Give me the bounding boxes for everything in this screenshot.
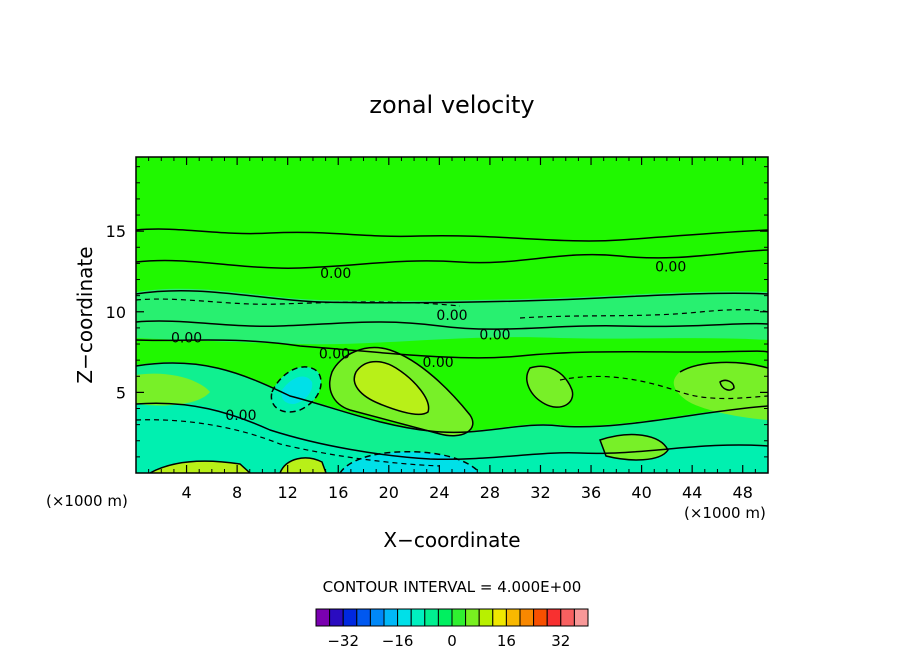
y-axis-ticks: 5 10 15	[106, 166, 768, 458]
contour-line-negative-pocket	[270, 366, 322, 413]
colorbar-swatch	[519, 608, 535, 627]
contour-line-blob	[329, 346, 474, 437]
contour-label: 0.00	[423, 355, 454, 371]
colorbar-swatch	[573, 608, 589, 627]
x-tick-label: 16	[328, 483, 348, 502]
colorbar-swatch	[315, 608, 331, 627]
contour-label: 0.00	[479, 327, 510, 343]
contour-line-right-patch	[679, 361, 768, 373]
x-tick-label: 28	[480, 483, 500, 502]
colorbar-swatch	[465, 608, 480, 627]
fill-negative-core	[281, 376, 313, 404]
contour-line-bottom-right	[599, 433, 669, 461]
dashed-line-2	[519, 309, 768, 319]
x-unit-right: (×1000 m)	[684, 504, 766, 522]
colorbar-swatch	[342, 608, 358, 627]
fill-bottom-positive-right	[600, 434, 668, 460]
colorbar-swatch	[383, 608, 399, 627]
x-axis-ticks: 4 8 12 16 20 24 28 32 36 40 44 48	[148, 157, 769, 502]
colorbar-swatch	[329, 608, 344, 627]
fill-bottom-positive-mid	[280, 457, 326, 473]
contour-label: 0.00	[225, 408, 256, 424]
colorbar-tick-label: 0	[447, 632, 457, 650]
colorbar-swatch	[546, 608, 562, 627]
plot-area: 0.00 0.00 0.00 0.00 0.00 0.00 0.00 0.00	[135, 156, 769, 474]
contour-line-12km	[136, 249, 768, 269]
x-tick-label: 36	[581, 483, 601, 502]
fill-positive-right	[673, 362, 768, 420]
colorbar-swatch	[451, 608, 467, 627]
contour-label: 0.00	[171, 331, 202, 347]
colorbar-tick-label: 16	[497, 632, 516, 650]
contour-label: 0.00	[319, 347, 350, 363]
chart-title: zonal velocity	[369, 91, 534, 119]
colorbar-swatch	[478, 608, 494, 627]
colorbar-swatch	[437, 608, 453, 627]
contour-line-bottom-left	[149, 460, 251, 473]
colorbar	[315, 608, 589, 627]
y-axis-label: Z−coordinate	[73, 246, 97, 383]
contour-line-bottom-mid	[279, 457, 327, 473]
colorbar-tick-label: −16	[382, 632, 414, 650]
fill-positive-left	[136, 373, 210, 406]
x-tick-label: 40	[631, 483, 651, 502]
dashed-line-3	[136, 419, 441, 467]
colorbar-swatch	[410, 608, 426, 627]
fill-positive-core	[354, 361, 429, 415]
fill-bottom-negative	[340, 451, 480, 473]
contour-label: 0.00	[320, 266, 351, 282]
colorbar-swatch	[533, 608, 548, 627]
contour-line-mid-patch	[526, 365, 574, 408]
contour-line-10km	[136, 320, 768, 330]
contour-line-upper	[136, 228, 768, 242]
contour-line-bottom	[136, 402, 768, 461]
contour-line-bottom-negative	[339, 450, 481, 473]
colorbar-swatch	[560, 608, 575, 627]
colorbar-swatch	[505, 608, 521, 627]
x-tick-label: 24	[429, 483, 449, 502]
y-tick-label: 10	[106, 303, 126, 322]
x-tick-label: 32	[530, 483, 550, 502]
contour-line-8km	[136, 339, 768, 359]
colorbar-swatch	[397, 608, 412, 627]
x-unit-left: (×1000 m)	[46, 492, 128, 510]
x-tick-label: 44	[682, 483, 702, 502]
contour-lines	[136, 228, 768, 473]
contour-label: 0.00	[436, 308, 467, 324]
colorbar-swatch	[356, 608, 371, 627]
contour-interval-text: CONTOUR INTERVAL = 4.000E+00	[323, 578, 582, 596]
dashed-line-1	[136, 298, 461, 307]
contour-line-mid-upper	[136, 290, 768, 304]
dashed-contours	[136, 298, 768, 467]
x-tick-label: 12	[278, 483, 298, 502]
contour-labels: 0.00 0.00 0.00 0.00 0.00 0.00 0.00 0.00	[171, 260, 686, 424]
x-tick-label: 8	[232, 483, 242, 502]
fill-positive-mid	[526, 366, 573, 408]
colorbar-tick-label: 32	[551, 632, 570, 650]
x-tick-label: 4	[181, 483, 191, 502]
fill-band-mid	[136, 288, 768, 345]
colorbar-tick-label: −32	[327, 632, 359, 650]
contour-fills	[136, 288, 768, 473]
x-tick-label: 48	[733, 483, 753, 502]
y-tick-label: 15	[106, 222, 126, 241]
dashed-line-4	[559, 375, 768, 400]
colorbar-swatch	[492, 608, 507, 627]
contour-line-blob-core	[353, 360, 430, 416]
y-tick-label: 5	[116, 383, 126, 402]
contour-label: 0.00	[655, 260, 686, 276]
colorbar-swatch	[369, 608, 385, 627]
colorbar-swatch	[424, 608, 439, 627]
x-axis-label: X−coordinate	[383, 528, 520, 552]
contour-line-small-loop	[719, 379, 735, 391]
x-tick-label: 20	[379, 483, 399, 502]
colorbar-ticks: −32 −16 0 16 32	[327, 632, 570, 650]
